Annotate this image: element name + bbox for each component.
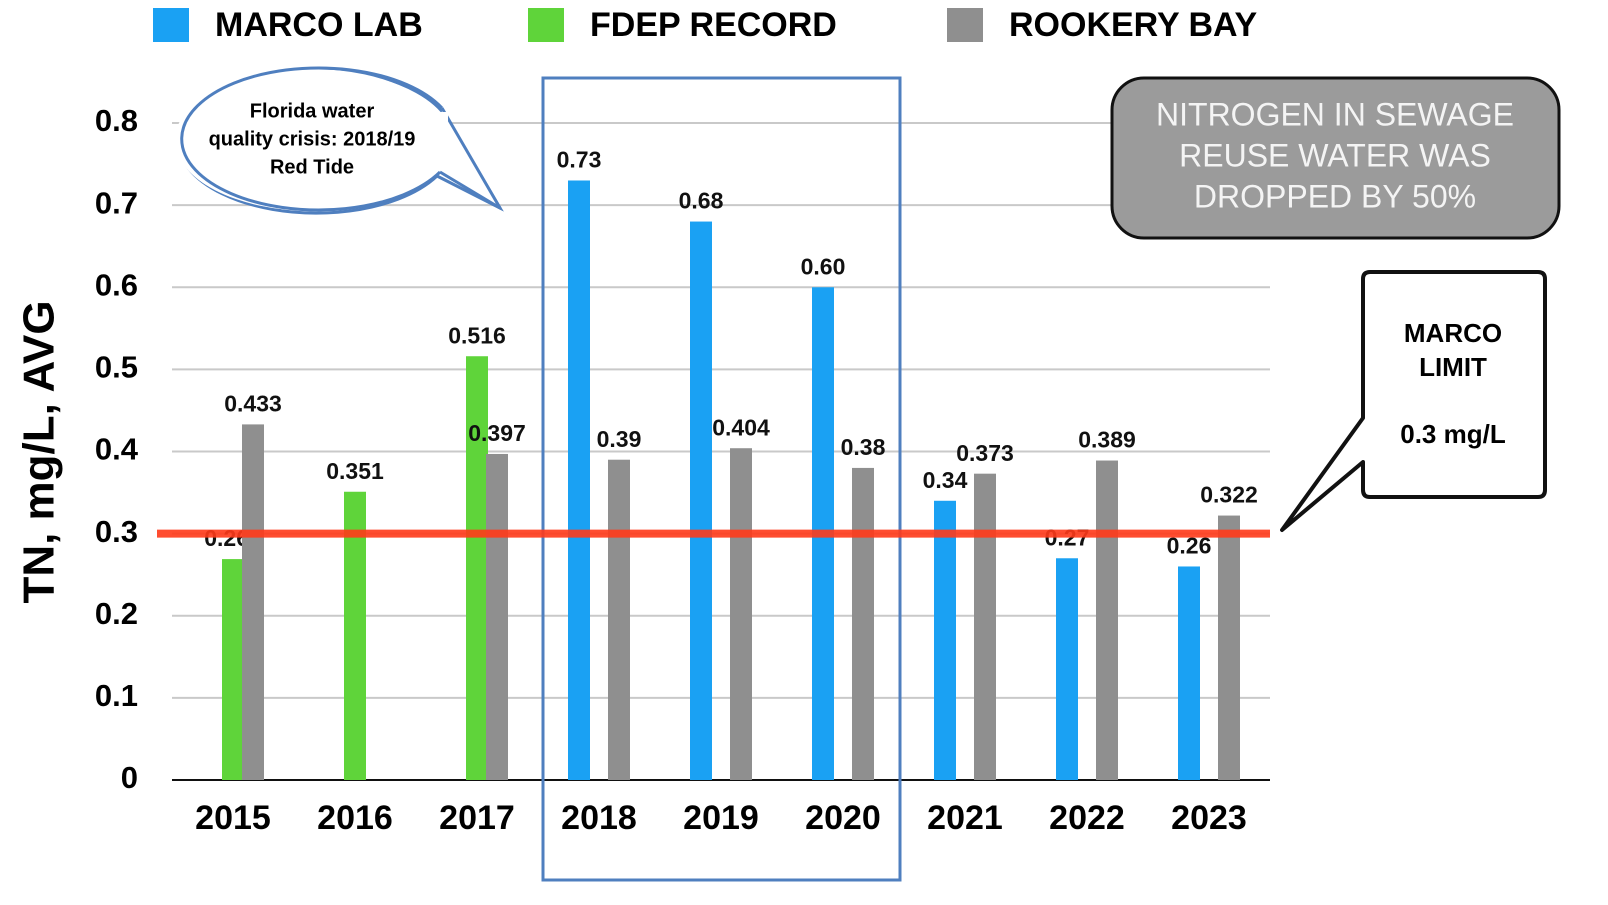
- x-tick-label: 2020: [805, 799, 881, 837]
- bar: [242, 424, 264, 780]
- speech-bubble-joint: [436, 112, 448, 170]
- info-box-line: NITROGEN IN SEWAGE: [1156, 96, 1514, 132]
- info-box-line: REUSE WATER WAS: [1179, 137, 1491, 173]
- legend-label: FDEP RECORD: [590, 6, 837, 44]
- bar: [730, 448, 752, 780]
- bar: [1096, 460, 1118, 780]
- data-label: 0.39: [597, 426, 642, 452]
- x-tick-label: 2015: [195, 799, 271, 837]
- info-box-line: DROPPED BY 50%: [1194, 178, 1476, 214]
- plot-layer: MARCO LAB FDEP RECORD ROOKERY BAY 0 0.1 0.2 0.…: [95, 6, 1270, 882]
- highlight-frame: [541, 76, 902, 882]
- legend-label: ROOKERY BAY: [1009, 6, 1257, 44]
- bar: [690, 221, 712, 781]
- bar: [934, 500, 956, 780]
- y-tick-label: 0.3: [95, 514, 138, 549]
- data-label: 0.404: [712, 414, 770, 440]
- data-label: 0.516: [448, 322, 506, 348]
- y-tick-label: 0.8: [95, 103, 138, 138]
- data-label: 0.322: [1200, 482, 1258, 508]
- bar: [466, 356, 488, 780]
- speech-bubble-tail: [439, 107, 502, 210]
- data-label: 0.73: [557, 147, 602, 173]
- limit-callout-line: MARCO: [1404, 318, 1502, 348]
- bubble-line: Florida water: [250, 100, 375, 122]
- x-tick-label: 2019: [683, 799, 759, 837]
- data-label: 0.60: [801, 253, 846, 279]
- speech-bubble-fill: [175, 69, 449, 211]
- bar: [1056, 558, 1078, 780]
- limit-callout: [1280, 270, 1547, 532]
- y-axis-label: TN, mg/L, AVG: [15, 300, 64, 603]
- y-tick-label: 0.1: [95, 678, 138, 713]
- bar: [344, 491, 366, 780]
- x-tick-label: 2023: [1171, 799, 1247, 837]
- bar: [568, 180, 590, 781]
- data-label: 0.397: [468, 420, 526, 446]
- bubble-line: quality crisis: 2018/19: [209, 128, 416, 150]
- bar: [974, 473, 996, 780]
- legend-label: MARCO LAB: [215, 6, 423, 44]
- x-tick-label: 2018: [561, 799, 637, 837]
- bar: [1178, 566, 1200, 780]
- data-label: 0.351: [326, 458, 384, 484]
- y-tick-label: 0.2: [95, 596, 138, 631]
- x-tick-label: 2022: [1049, 799, 1125, 837]
- y-tick-label: 0.7: [95, 185, 138, 220]
- bar: [852, 467, 874, 780]
- speech-bubble-outline: [180, 66, 444, 212]
- legend-swatch: [153, 8, 189, 42]
- legend-swatch: [947, 8, 983, 42]
- bar: [608, 459, 630, 780]
- data-label: 0.433: [224, 390, 282, 416]
- data-label: 0.38: [841, 434, 886, 460]
- x-tick-label: 2016: [317, 799, 393, 837]
- info-box: [1110, 76, 1561, 240]
- legend-swatch: [528, 8, 564, 42]
- y-tick-label: 0.5: [95, 350, 138, 385]
- y-tick-label: 0: [121, 760, 138, 795]
- bar: [222, 559, 244, 780]
- y-tick-label: 0.6: [95, 267, 138, 302]
- bubble-line: Red Tide: [270, 156, 354, 178]
- bar: [1218, 515, 1240, 780]
- x-tick-label: 2021: [927, 799, 1003, 837]
- data-label: 0.373: [956, 440, 1014, 466]
- data-label: 0.34: [923, 467, 968, 493]
- limit-callout-line: 0.3 mg/L: [1400, 419, 1506, 449]
- data-label: 0.68: [679, 188, 724, 214]
- data-label: 0.389: [1078, 427, 1136, 453]
- y-tick-label: 0.4: [95, 432, 139, 467]
- x-tick-label: 2017: [439, 799, 515, 837]
- bar: [486, 453, 508, 780]
- limit-callout-line: LIMIT: [1419, 352, 1487, 382]
